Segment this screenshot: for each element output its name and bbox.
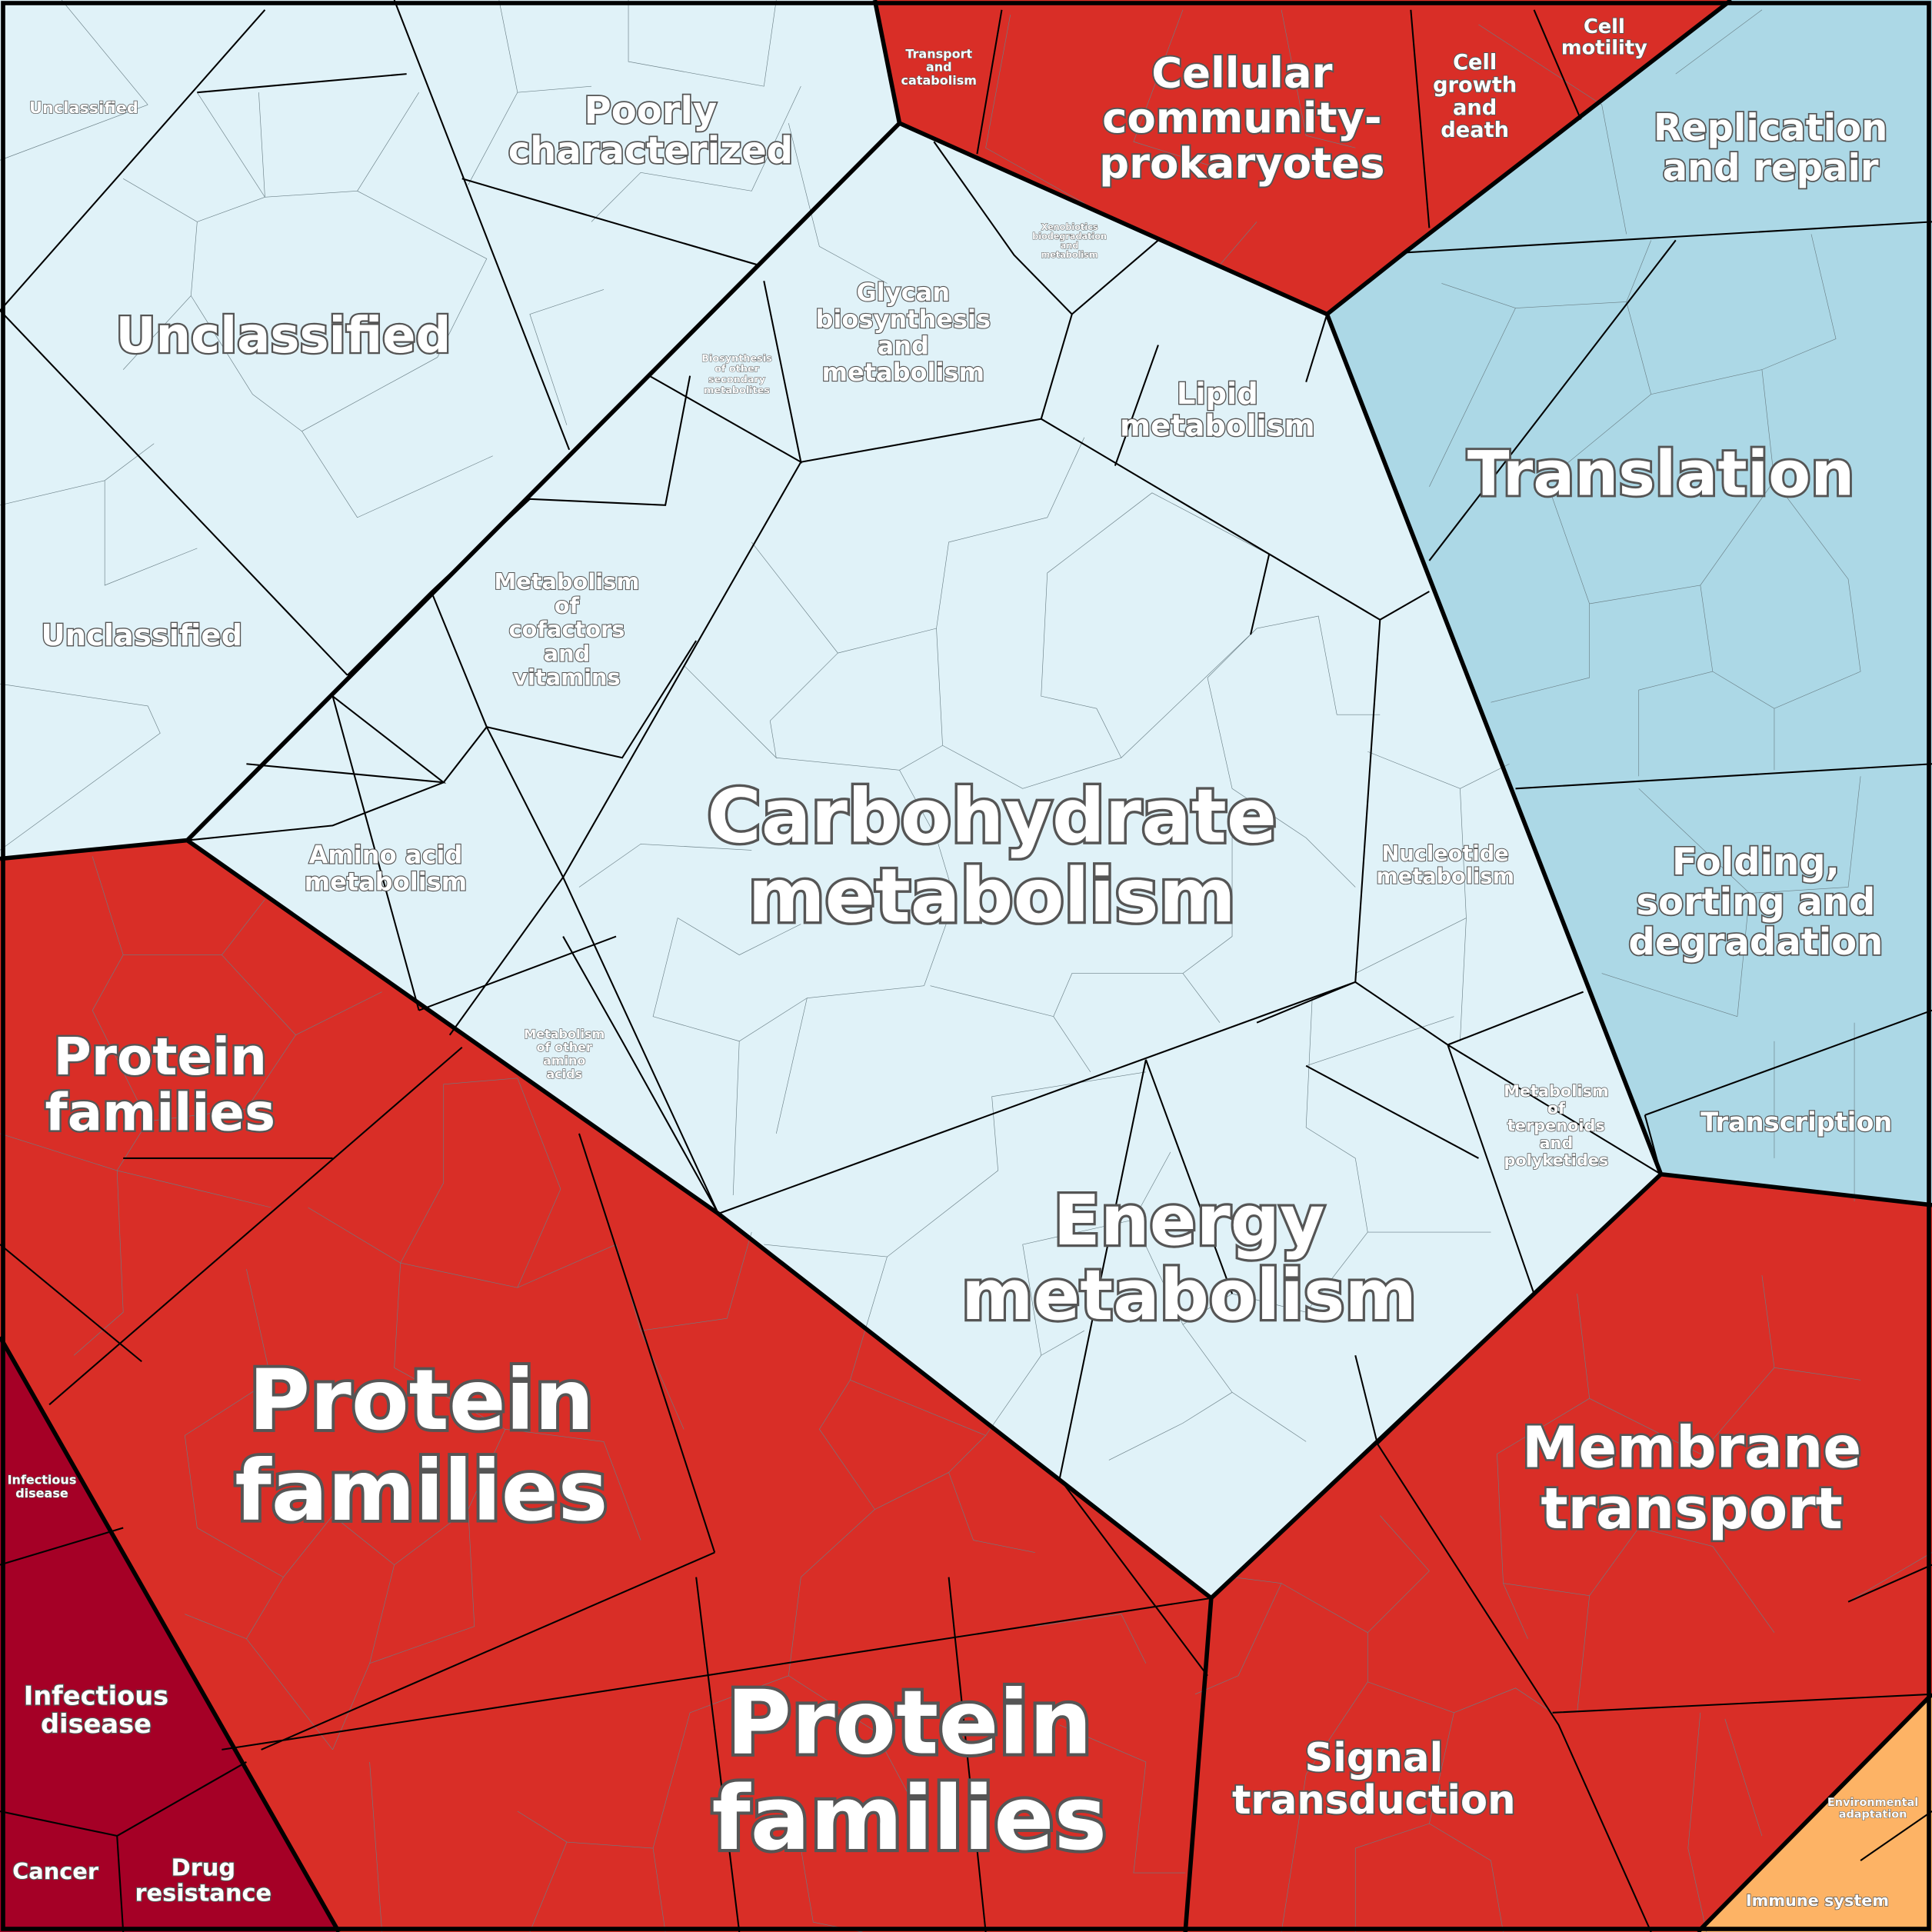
region-label: and <box>1539 1134 1573 1152</box>
region-label: Carbohydrate <box>707 773 1277 859</box>
region-label: transduction <box>1232 1777 1516 1824</box>
region-label: Glycan <box>857 278 951 307</box>
region-label: and <box>926 60 952 75</box>
region-label: sorting and <box>1636 881 1875 924</box>
region-label: Cell <box>1584 15 1625 38</box>
region-label: Environmental <box>1827 1797 1918 1809</box>
region-label: metabolism <box>1041 250 1098 260</box>
region-label: Transcription <box>1700 1108 1892 1138</box>
region-label: Infectious <box>24 1681 168 1711</box>
region-label: and repair <box>1663 146 1879 189</box>
region-label: Metabolism <box>1504 1081 1608 1100</box>
region-label: families <box>45 1082 275 1142</box>
region-label: biosynthesis <box>815 305 991 334</box>
region-label: metabolism <box>961 1256 1417 1336</box>
region-label: Protein <box>54 1027 267 1087</box>
region-label: amino <box>543 1053 585 1068</box>
region-label: disease <box>15 1486 68 1501</box>
region-label: and <box>544 640 591 666</box>
region-label: transport <box>1541 1477 1843 1542</box>
region-label: Drug <box>171 1854 235 1881</box>
region-label: Unclassified <box>29 98 138 117</box>
region-label: catabolism <box>901 73 977 88</box>
region-label: resistance <box>135 1880 271 1907</box>
region-label: Nucleotide <box>1382 842 1509 866</box>
region-label: adaptation <box>1839 1809 1907 1821</box>
region-label: Poorly <box>585 89 718 132</box>
region-label: metabolism <box>748 853 1236 939</box>
region-label: of other <box>537 1040 592 1054</box>
region-label: characterized <box>508 129 793 172</box>
region-label: Protein <box>248 1351 594 1449</box>
red-region <box>1185 1174 1932 1932</box>
region-label: Xenobiotics <box>1041 222 1098 232</box>
region-label: and <box>1453 96 1497 120</box>
region-label: Cellular <box>1151 48 1332 97</box>
region-label: Metabolism <box>524 1027 605 1041</box>
region-label: prokaryotes <box>1099 138 1384 188</box>
region-label: and <box>878 331 929 360</box>
region-label: Energy <box>1054 1181 1325 1261</box>
region-label: of <box>555 592 580 618</box>
region-label: Immune system <box>1746 1891 1889 1910</box>
region-label: of <box>1547 1099 1566 1118</box>
region-label: Unclassified <box>116 308 451 365</box>
region-label: families <box>235 1442 608 1540</box>
region-label: polyketides <box>1504 1151 1608 1169</box>
region-label: Amino acid <box>309 841 463 870</box>
region-label: Protein <box>726 1672 1092 1775</box>
region-label: metabolism <box>1376 864 1514 888</box>
region-label: metabolites <box>704 385 770 396</box>
region-label: Biosynthesis <box>701 353 772 365</box>
region-label: biodegradation <box>1032 232 1107 242</box>
region-label: Cell <box>1453 51 1497 75</box>
region-label: metabolism <box>1120 408 1315 443</box>
red-region <box>0 840 1211 1932</box>
region-label: acids <box>546 1067 582 1081</box>
region-label: motility <box>1561 37 1647 60</box>
region-label: disease <box>41 1709 152 1739</box>
region-label: Signal <box>1304 1735 1443 1781</box>
region-label: cofactors <box>508 616 625 642</box>
region-label: families <box>711 1767 1107 1870</box>
blue-region <box>1327 0 1932 1205</box>
region-label: terpenoids <box>1507 1116 1605 1134</box>
region-label: Translation <box>1467 438 1854 510</box>
region-label: Lipid <box>1177 377 1258 411</box>
region-label: of other <box>715 364 760 375</box>
region-label: Transport <box>905 46 972 61</box>
region-label: Replication <box>1654 106 1887 149</box>
region-label: Unclassified <box>41 618 242 653</box>
region-label: Infectious <box>8 1473 77 1487</box>
region-label: Folding, <box>1672 841 1840 884</box>
region-label: Membrane <box>1522 1415 1861 1481</box>
region-label: and <box>1061 241 1079 251</box>
region-label: Metabolism <box>495 568 640 595</box>
region-label: metabolism <box>305 867 467 896</box>
region-label: community- <box>1102 93 1382 142</box>
region-label: vitamins <box>513 665 621 691</box>
region-label: growth <box>1433 73 1517 97</box>
region-label: degradation <box>1628 921 1883 964</box>
region-label: metabolism <box>822 358 984 387</box>
region-label: Cancer <box>12 1858 99 1884</box>
region-label: death <box>1441 118 1509 142</box>
region-label: secondary <box>708 374 766 385</box>
red-region <box>874 0 1731 315</box>
